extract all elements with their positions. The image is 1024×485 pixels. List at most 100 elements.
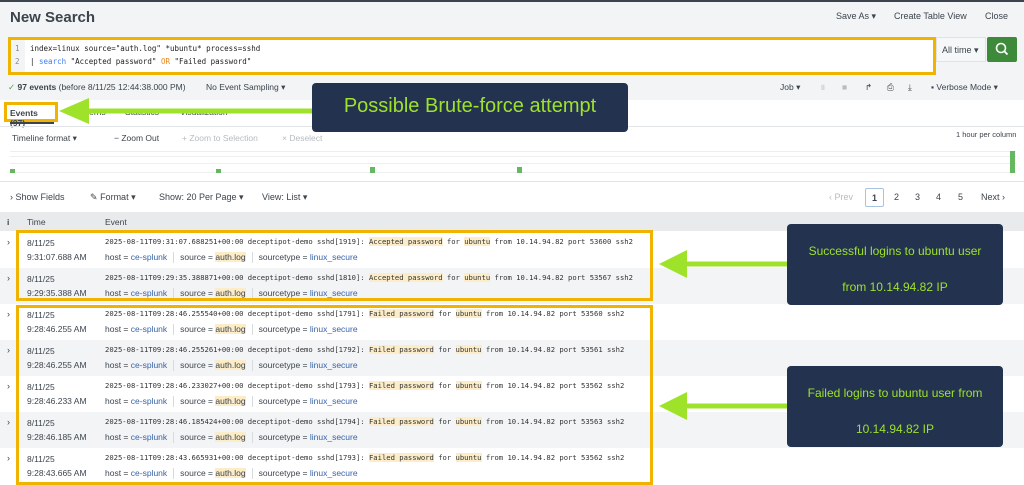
per-page-dropdown[interactable]: Show: 20 Per Page ▾ <box>159 192 244 202</box>
timeline-bar[interactable] <box>517 167 522 173</box>
event-raw-text: 2025-08-11T09:28:46.255261+00:00 decepti… <box>105 345 625 354</box>
expand-chevron-icon[interactable]: › <box>7 237 10 247</box>
search-icon <box>995 42 1009 56</box>
host-value[interactable]: ce-splunk <box>130 396 168 406</box>
format-dropdown[interactable]: ✎ Format ▾ <box>90 192 136 202</box>
highlighted-term[interactable]: ubuntu <box>455 417 482 426</box>
page-1-button[interactable]: 1 <box>865 188 884 207</box>
source-value[interactable]: auth.log <box>215 360 246 370</box>
highlighted-term[interactable]: ubuntu <box>464 273 491 282</box>
sourcetype-value[interactable]: linux_secure <box>309 288 358 298</box>
job-menu[interactable]: Job ▾ <box>780 82 801 92</box>
event-column-header: Event <box>105 217 127 227</box>
share-icon[interactable]: ↱ <box>865 82 873 92</box>
highlighted-term[interactable]: ubuntu <box>455 309 482 318</box>
event-fields: host = ce-splunk source = auth.log sourcet… <box>105 324 358 336</box>
success-arrow-icon <box>659 250 789 278</box>
highlighted-term[interactable]: Accepted password <box>368 273 443 282</box>
timeline-bar[interactable] <box>370 167 375 173</box>
expand-chevron-icon[interactable]: › <box>7 417 10 427</box>
next-page-button[interactable]: Next › <box>981 192 1006 202</box>
event-fields: host = ce-splunk source = auth.log sourcet… <box>105 432 358 444</box>
sourcetype-value[interactable]: linux_secure <box>309 324 358 334</box>
expand-chevron-icon[interactable]: › <box>7 273 10 283</box>
pause-icon[interactable]: ॥ <box>820 82 826 92</box>
highlighted-term[interactable]: Failed password <box>368 453 434 462</box>
expand-chevron-icon[interactable]: › <box>7 381 10 391</box>
page-3-button[interactable]: 3 <box>915 192 921 202</box>
source-value[interactable]: auth.log <box>215 396 246 406</box>
event-row: › 8/11/25 9:28:46.255 AM 2025-08-11T09:28:4… <box>0 304 1024 340</box>
event-row: › 8/11/25 9:28:43.665 AM 2025-08-11T09:28:4… <box>0 448 1024 484</box>
highlighted-term[interactable]: Failed password <box>368 381 434 390</box>
event-raw-text: 2025-08-11T09:28:46.233027+00:00 decepti… <box>105 381 625 390</box>
print-icon[interactable]: ⎙ <box>887 82 894 92</box>
event-raw-text: 2025-08-11T09:29:35.388871+00:00 decepti… <box>105 273 633 282</box>
close-button[interactable]: Close <box>985 11 1009 21</box>
search-input[interactable]: 1 2 index=linux source="auth.log" *ubunt… <box>8 37 936 75</box>
expand-chevron-icon[interactable]: › <box>7 453 10 463</box>
divider <box>0 181 1024 182</box>
host-value[interactable]: ce-splunk <box>130 468 168 478</box>
highlighted-term[interactable]: Failed password <box>368 309 434 318</box>
view-dropdown[interactable]: View: List ▾ <box>262 192 308 202</box>
sourcetype-value[interactable]: linux_secure <box>309 360 358 370</box>
sourcetype-value[interactable]: linux_secure <box>309 432 358 442</box>
timeline-bar[interactable] <box>10 169 15 173</box>
tab-events[interactable]: Events (97) <box>4 102 58 128</box>
event-time: 8/11/25 9:28:43.665 AM <box>27 454 87 478</box>
show-fields-button[interactable]: › Show Fields <box>10 192 65 202</box>
source-value[interactable]: auth.log <box>215 252 246 262</box>
highlighted-term[interactable]: ubuntu <box>464 237 491 246</box>
top-border <box>0 0 1024 2</box>
host-value[interactable]: ce-splunk <box>130 324 168 334</box>
highlighted-term[interactable]: Failed password <box>368 345 434 354</box>
expand-chevron-icon[interactable]: › <box>7 345 10 355</box>
zoom-out-button[interactable]: − Zoom Out <box>114 133 160 143</box>
highlighted-term[interactable]: ubuntu <box>455 345 482 354</box>
timeline-gridline <box>10 156 1016 157</box>
timeline-scale: 1 hour per column <box>956 130 1017 139</box>
timeline-format-dropdown[interactable]: Timeline format ▾ <box>12 133 77 143</box>
zoom-to-selection-button[interactable]: + Zoom to Selection <box>182 133 258 143</box>
sourcetype-value[interactable]: linux_secure <box>309 396 358 406</box>
expand-chevron-icon[interactable]: › <box>7 309 10 319</box>
time-column-header[interactable]: Time <box>27 217 46 227</box>
table-header: i Time Event <box>0 212 1024 231</box>
page-4-button[interactable]: 4 <box>936 192 942 202</box>
highlighted-term[interactable]: ubuntu <box>455 381 482 390</box>
search-button[interactable] <box>987 37 1017 62</box>
page-2-button[interactable]: 2 <box>894 192 900 202</box>
host-value[interactable]: ce-splunk <box>130 288 168 298</box>
event-time: 8/11/25 9:28:46.255 AM <box>27 310 87 334</box>
timeline-bar[interactable] <box>216 169 221 173</box>
timeline-bar[interactable] <box>1010 151 1015 173</box>
create-table-view-button[interactable]: Create Table View <box>894 11 967 21</box>
highlighted-term[interactable]: Failed password <box>368 417 434 426</box>
highlighted-term[interactable]: ubuntu <box>455 453 482 462</box>
sourcetype-value[interactable]: linux_secure <box>309 252 358 262</box>
source-value[interactable]: auth.log <box>215 324 246 334</box>
stop-icon[interactable]: ■ <box>842 82 848 92</box>
page-5-button[interactable]: 5 <box>958 192 964 202</box>
highlighted-term[interactable]: Accepted password <box>368 237 443 246</box>
host-value[interactable]: ce-splunk <box>130 252 168 262</box>
timeline-gridline <box>10 151 1016 152</box>
host-value[interactable]: ce-splunk <box>130 432 168 442</box>
host-value[interactable]: ce-splunk <box>130 360 168 370</box>
deselect-button[interactable]: × Deselect <box>282 133 323 143</box>
save-as-button[interactable]: Save As ▾ <box>836 11 877 21</box>
time-range-picker[interactable]: All time ▾ <box>936 37 986 62</box>
source-value[interactable]: auth.log <box>215 432 246 442</box>
source-value[interactable]: auth.log <box>215 288 246 298</box>
sampling-dropdown[interactable]: No Event Sampling ▾ <box>206 82 286 92</box>
event-row: › 8/11/25 9:28:46.233 AM 2025-08-11T09:28:4… <box>0 376 1024 412</box>
verbose-mode-dropdown[interactable]: ▪ Verbose Mode ▾ <box>931 82 998 92</box>
sourcetype-value[interactable]: linux_secure <box>309 468 358 478</box>
export-icon[interactable]: ⤓ <box>908 82 912 92</box>
query-line-1: index=linux source="auth.log" *ubuntu* p… <box>30 44 261 53</box>
event-fields: host = ce-splunk source = auth.log sourcet… <box>105 288 358 300</box>
prev-page-button[interactable]: ‹ Prev <box>829 192 854 202</box>
event-raw-text: 2025-08-11T09:28:46.185424+00:00 decepti… <box>105 417 625 426</box>
source-value[interactable]: auth.log <box>215 468 246 478</box>
